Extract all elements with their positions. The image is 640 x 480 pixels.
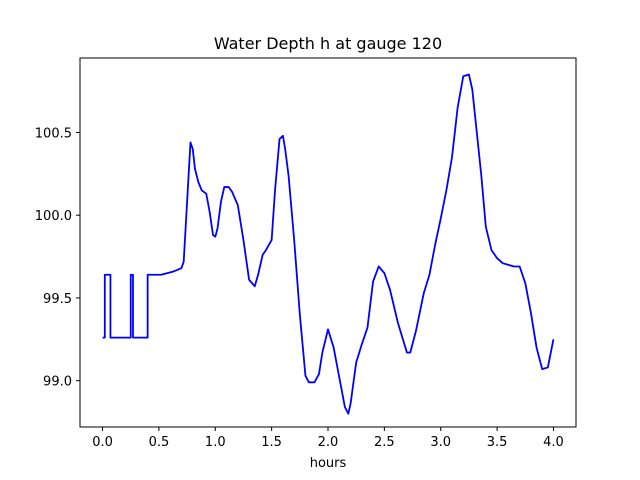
y-tick-label: 99.5: [43, 292, 72, 307]
x-tick-label: 2.5: [374, 435, 395, 450]
x-tick-label: 4.0: [543, 435, 564, 450]
x-axis-label: hours: [310, 456, 347, 471]
x-tick-label: 0.5: [149, 435, 170, 450]
x-tick-label: 1.0: [205, 435, 226, 450]
x-axis: 0.0 0.5 1.0 1.5 2.0 2.5 3.0 3.5 4.0: [92, 427, 564, 450]
chart-title: Water Depth h at gauge 120: [214, 34, 442, 53]
x-tick-label: 3.0: [430, 435, 451, 450]
y-tick-label: 99.0: [43, 375, 72, 390]
y-tick-label: 100.0: [35, 209, 72, 224]
x-tick-label: 3.5: [487, 435, 508, 450]
x-tick-label: 0.0: [92, 435, 113, 450]
plot-group: [102, 73, 555, 415]
x-tick-label: 2.0: [318, 435, 339, 450]
y-axis: 99.0 99.5 100.0 100.5: [35, 126, 80, 390]
x-tick-label: 1.5: [261, 435, 282, 450]
series-line: [102, 73, 555, 415]
y-tick-label: 100.5: [35, 126, 72, 141]
